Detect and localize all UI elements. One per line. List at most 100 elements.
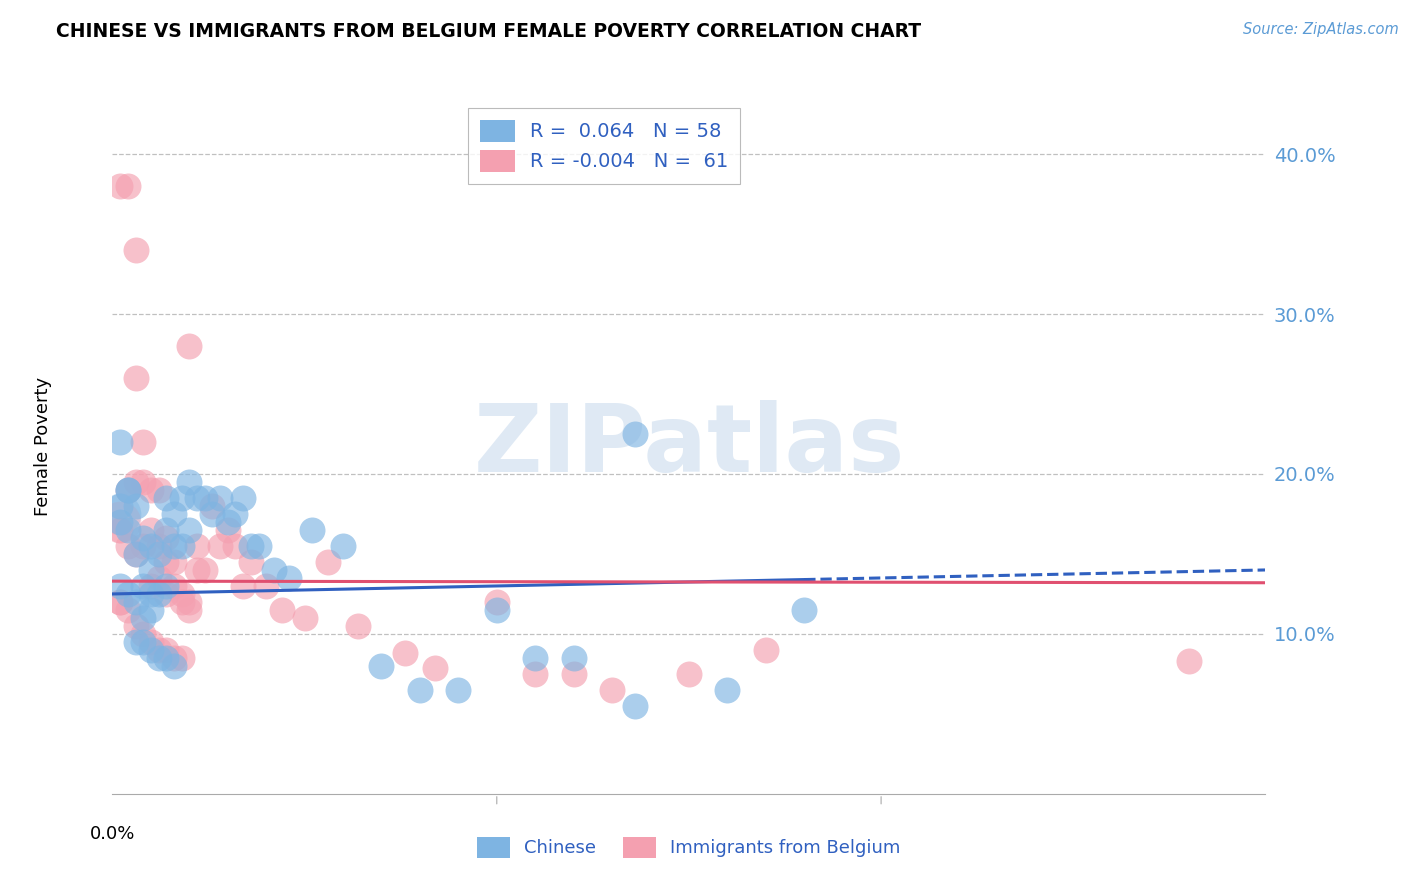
Point	[148, 651, 170, 665]
Point	[139, 483, 162, 497]
Point	[179, 475, 201, 489]
Point	[155, 555, 177, 569]
Point	[124, 547, 146, 561]
Point	[278, 571, 301, 585]
Point	[316, 555, 339, 569]
Point	[139, 563, 162, 577]
Point	[148, 571, 170, 585]
Point	[217, 515, 239, 529]
Point	[247, 539, 270, 553]
Point	[485, 603, 508, 617]
Point	[232, 491, 254, 505]
Point	[124, 619, 146, 633]
Point	[108, 507, 131, 521]
Point	[132, 539, 155, 553]
Point	[155, 651, 177, 665]
Point	[170, 595, 193, 609]
Point	[124, 635, 146, 649]
Point	[600, 682, 623, 697]
Point	[562, 667, 585, 681]
Point	[209, 539, 232, 553]
Point	[179, 595, 201, 609]
Point	[148, 539, 170, 553]
Point	[108, 595, 131, 609]
Point	[117, 603, 139, 617]
Point	[524, 651, 547, 665]
Point	[186, 539, 208, 553]
Point	[117, 179, 139, 194]
Point	[562, 651, 585, 665]
Point	[332, 539, 354, 553]
Point	[224, 539, 246, 553]
Text: ZIPatlas: ZIPatlas	[474, 400, 904, 492]
Text: CHINESE VS IMMIGRANTS FROM BELGIUM FEMALE POVERTY CORRELATION CHART: CHINESE VS IMMIGRANTS FROM BELGIUM FEMAL…	[56, 22, 921, 41]
Point	[485, 595, 508, 609]
Point	[139, 635, 162, 649]
Point	[108, 595, 131, 609]
Point	[224, 507, 246, 521]
Point	[194, 563, 217, 577]
Point	[124, 595, 146, 609]
Point	[254, 579, 277, 593]
Point	[132, 579, 155, 593]
Point	[132, 435, 155, 450]
Point	[201, 499, 224, 513]
Point	[132, 627, 155, 641]
Point	[163, 555, 186, 569]
Point	[524, 667, 547, 681]
Point	[194, 491, 217, 505]
Point	[294, 611, 316, 625]
Point	[179, 523, 201, 537]
Point	[793, 603, 815, 617]
Point	[678, 667, 700, 681]
Point	[132, 475, 155, 489]
Point	[624, 698, 647, 713]
Point	[239, 555, 262, 569]
Text: 0.0%: 0.0%	[90, 825, 135, 843]
Point	[1177, 654, 1199, 668]
Point	[108, 515, 131, 529]
Point	[263, 563, 285, 577]
Point	[139, 603, 162, 617]
Point	[179, 603, 201, 617]
Point	[624, 427, 647, 442]
Point	[124, 547, 146, 561]
Text: Source: ZipAtlas.com: Source: ZipAtlas.com	[1243, 22, 1399, 37]
Point	[186, 491, 208, 505]
Point	[139, 587, 162, 601]
Point	[132, 531, 155, 545]
Point	[139, 579, 162, 593]
Point	[170, 651, 193, 665]
Point	[217, 523, 239, 537]
Point	[239, 539, 262, 553]
Point	[108, 579, 131, 593]
Point	[394, 646, 416, 660]
Point	[117, 483, 139, 497]
Point	[186, 563, 208, 577]
Point	[270, 603, 292, 617]
Point	[163, 539, 186, 553]
Point	[163, 507, 186, 521]
Point	[347, 619, 370, 633]
Text: Female Poverty: Female Poverty	[34, 376, 52, 516]
Point	[117, 587, 139, 601]
Point	[124, 475, 146, 489]
Point	[124, 371, 146, 385]
Point	[170, 539, 193, 553]
Point	[108, 179, 131, 194]
Point	[124, 243, 146, 257]
Point	[108, 523, 131, 537]
Point	[163, 579, 186, 593]
Point	[170, 587, 193, 601]
Point	[117, 483, 139, 497]
Point	[148, 483, 170, 497]
Point	[155, 579, 177, 593]
Point	[716, 682, 738, 697]
Point	[155, 523, 177, 537]
Point	[155, 531, 177, 545]
Point	[409, 682, 432, 697]
Point	[132, 611, 155, 625]
Point	[108, 499, 131, 513]
Point	[155, 491, 177, 505]
Point	[155, 587, 177, 601]
